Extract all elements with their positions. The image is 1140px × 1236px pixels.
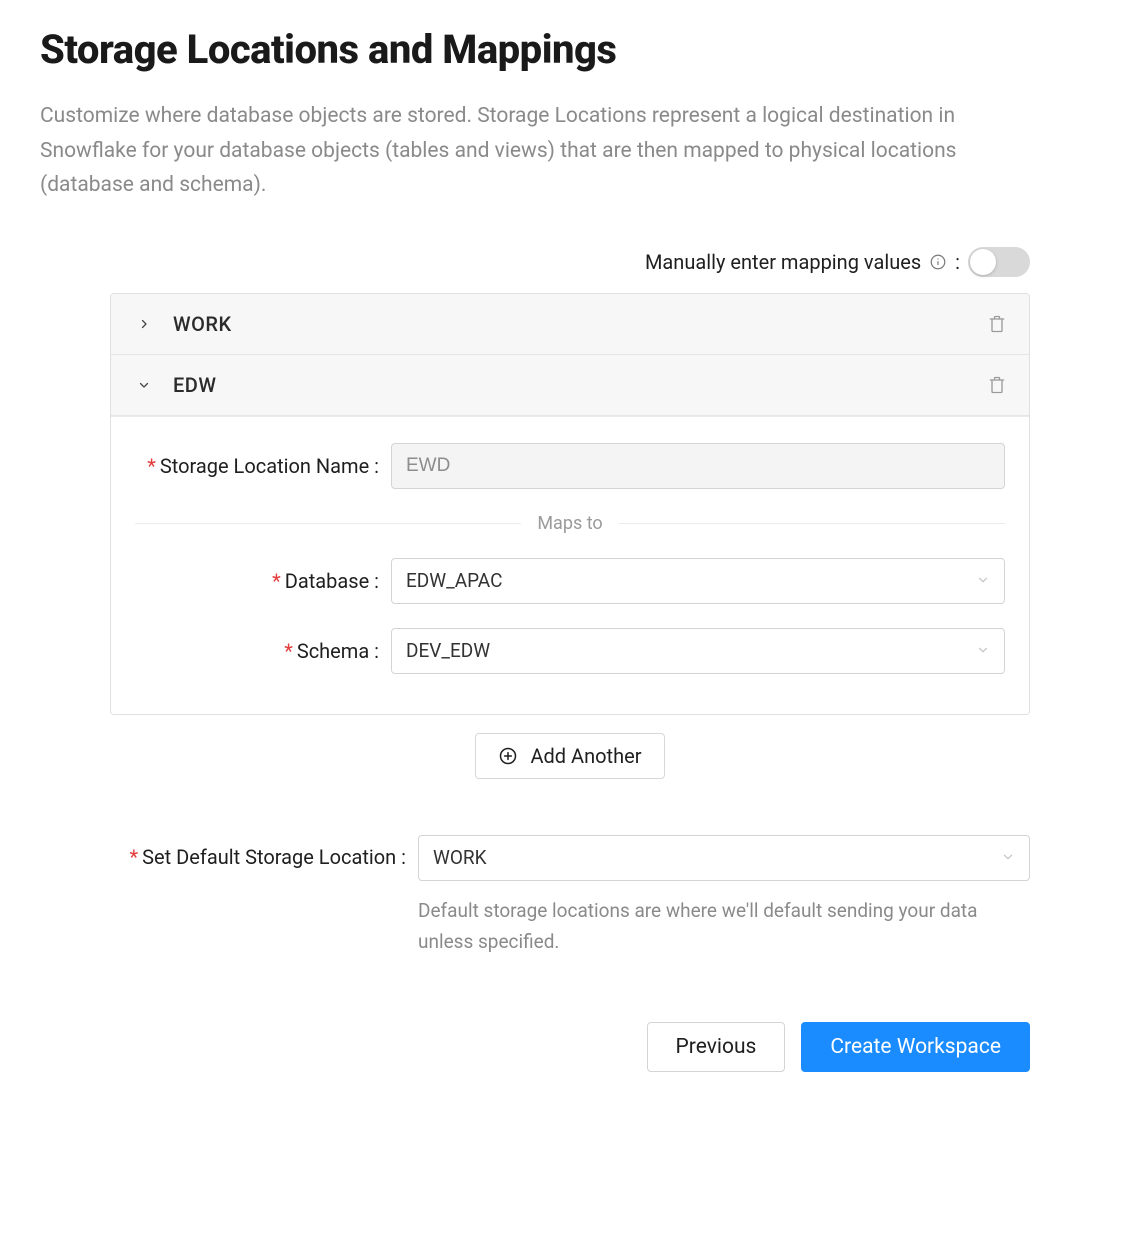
location-header-work[interactable]: WORK bbox=[111, 294, 1029, 355]
default-location-hint: Default storage locations are where we'l… bbox=[418, 895, 1030, 958]
add-another-button[interactable]: Add Another bbox=[475, 733, 664, 779]
default-location-value: WORK bbox=[433, 846, 487, 869]
trash-icon[interactable] bbox=[987, 314, 1007, 334]
plus-circle-icon bbox=[498, 746, 518, 766]
maps-to-divider: Maps to bbox=[135, 513, 1005, 534]
location-name: WORK bbox=[173, 312, 232, 336]
footer-actions: Previous Create Workspace bbox=[110, 1022, 1030, 1072]
chevron-down-icon bbox=[137, 378, 151, 392]
location-body-edw: *Storage Location Name : Maps to *Databa… bbox=[111, 416, 1029, 714]
page-title: Storage Locations and Mappings bbox=[40, 26, 1100, 73]
location-header-edw[interactable]: EDW bbox=[111, 355, 1029, 416]
chevron-down-icon bbox=[976, 639, 990, 662]
manual-mapping-toggle-row: Manually enter mapping values : bbox=[110, 247, 1030, 277]
schema-label: *Schema : bbox=[135, 639, 391, 663]
previous-button[interactable]: Previous bbox=[647, 1022, 786, 1072]
storage-location-name-label: *Storage Location Name : bbox=[135, 454, 391, 478]
create-workspace-button[interactable]: Create Workspace bbox=[801, 1022, 1030, 1072]
chevron-down-icon bbox=[1001, 846, 1015, 869]
database-label: *Database : bbox=[135, 569, 391, 593]
database-value: EDW_APAC bbox=[406, 569, 502, 592]
default-location-label: *Set Default Storage Location : bbox=[110, 835, 418, 869]
add-another-label: Add Another bbox=[530, 744, 641, 768]
schema-value: DEV_EDW bbox=[406, 639, 490, 662]
storage-location-name-input[interactable] bbox=[391, 443, 1005, 489]
info-icon[interactable] bbox=[929, 253, 947, 271]
schema-select[interactable]: DEV_EDW bbox=[391, 628, 1005, 674]
default-location-select[interactable]: WORK bbox=[418, 835, 1030, 881]
page-description: Customize where database objects are sto… bbox=[40, 99, 960, 203]
database-select[interactable]: EDW_APAC bbox=[391, 558, 1005, 604]
trash-icon[interactable] bbox=[987, 375, 1007, 395]
manual-mapping-label: Manually enter mapping values bbox=[645, 250, 921, 274]
colon-separator: : bbox=[955, 250, 960, 274]
location-name: EDW bbox=[173, 373, 216, 397]
chevron-down-icon bbox=[976, 569, 990, 592]
manual-mapping-toggle[interactable] bbox=[968, 247, 1030, 277]
chevron-right-icon bbox=[137, 317, 151, 331]
storage-locations-list: WORK EDW bbox=[110, 293, 1030, 715]
